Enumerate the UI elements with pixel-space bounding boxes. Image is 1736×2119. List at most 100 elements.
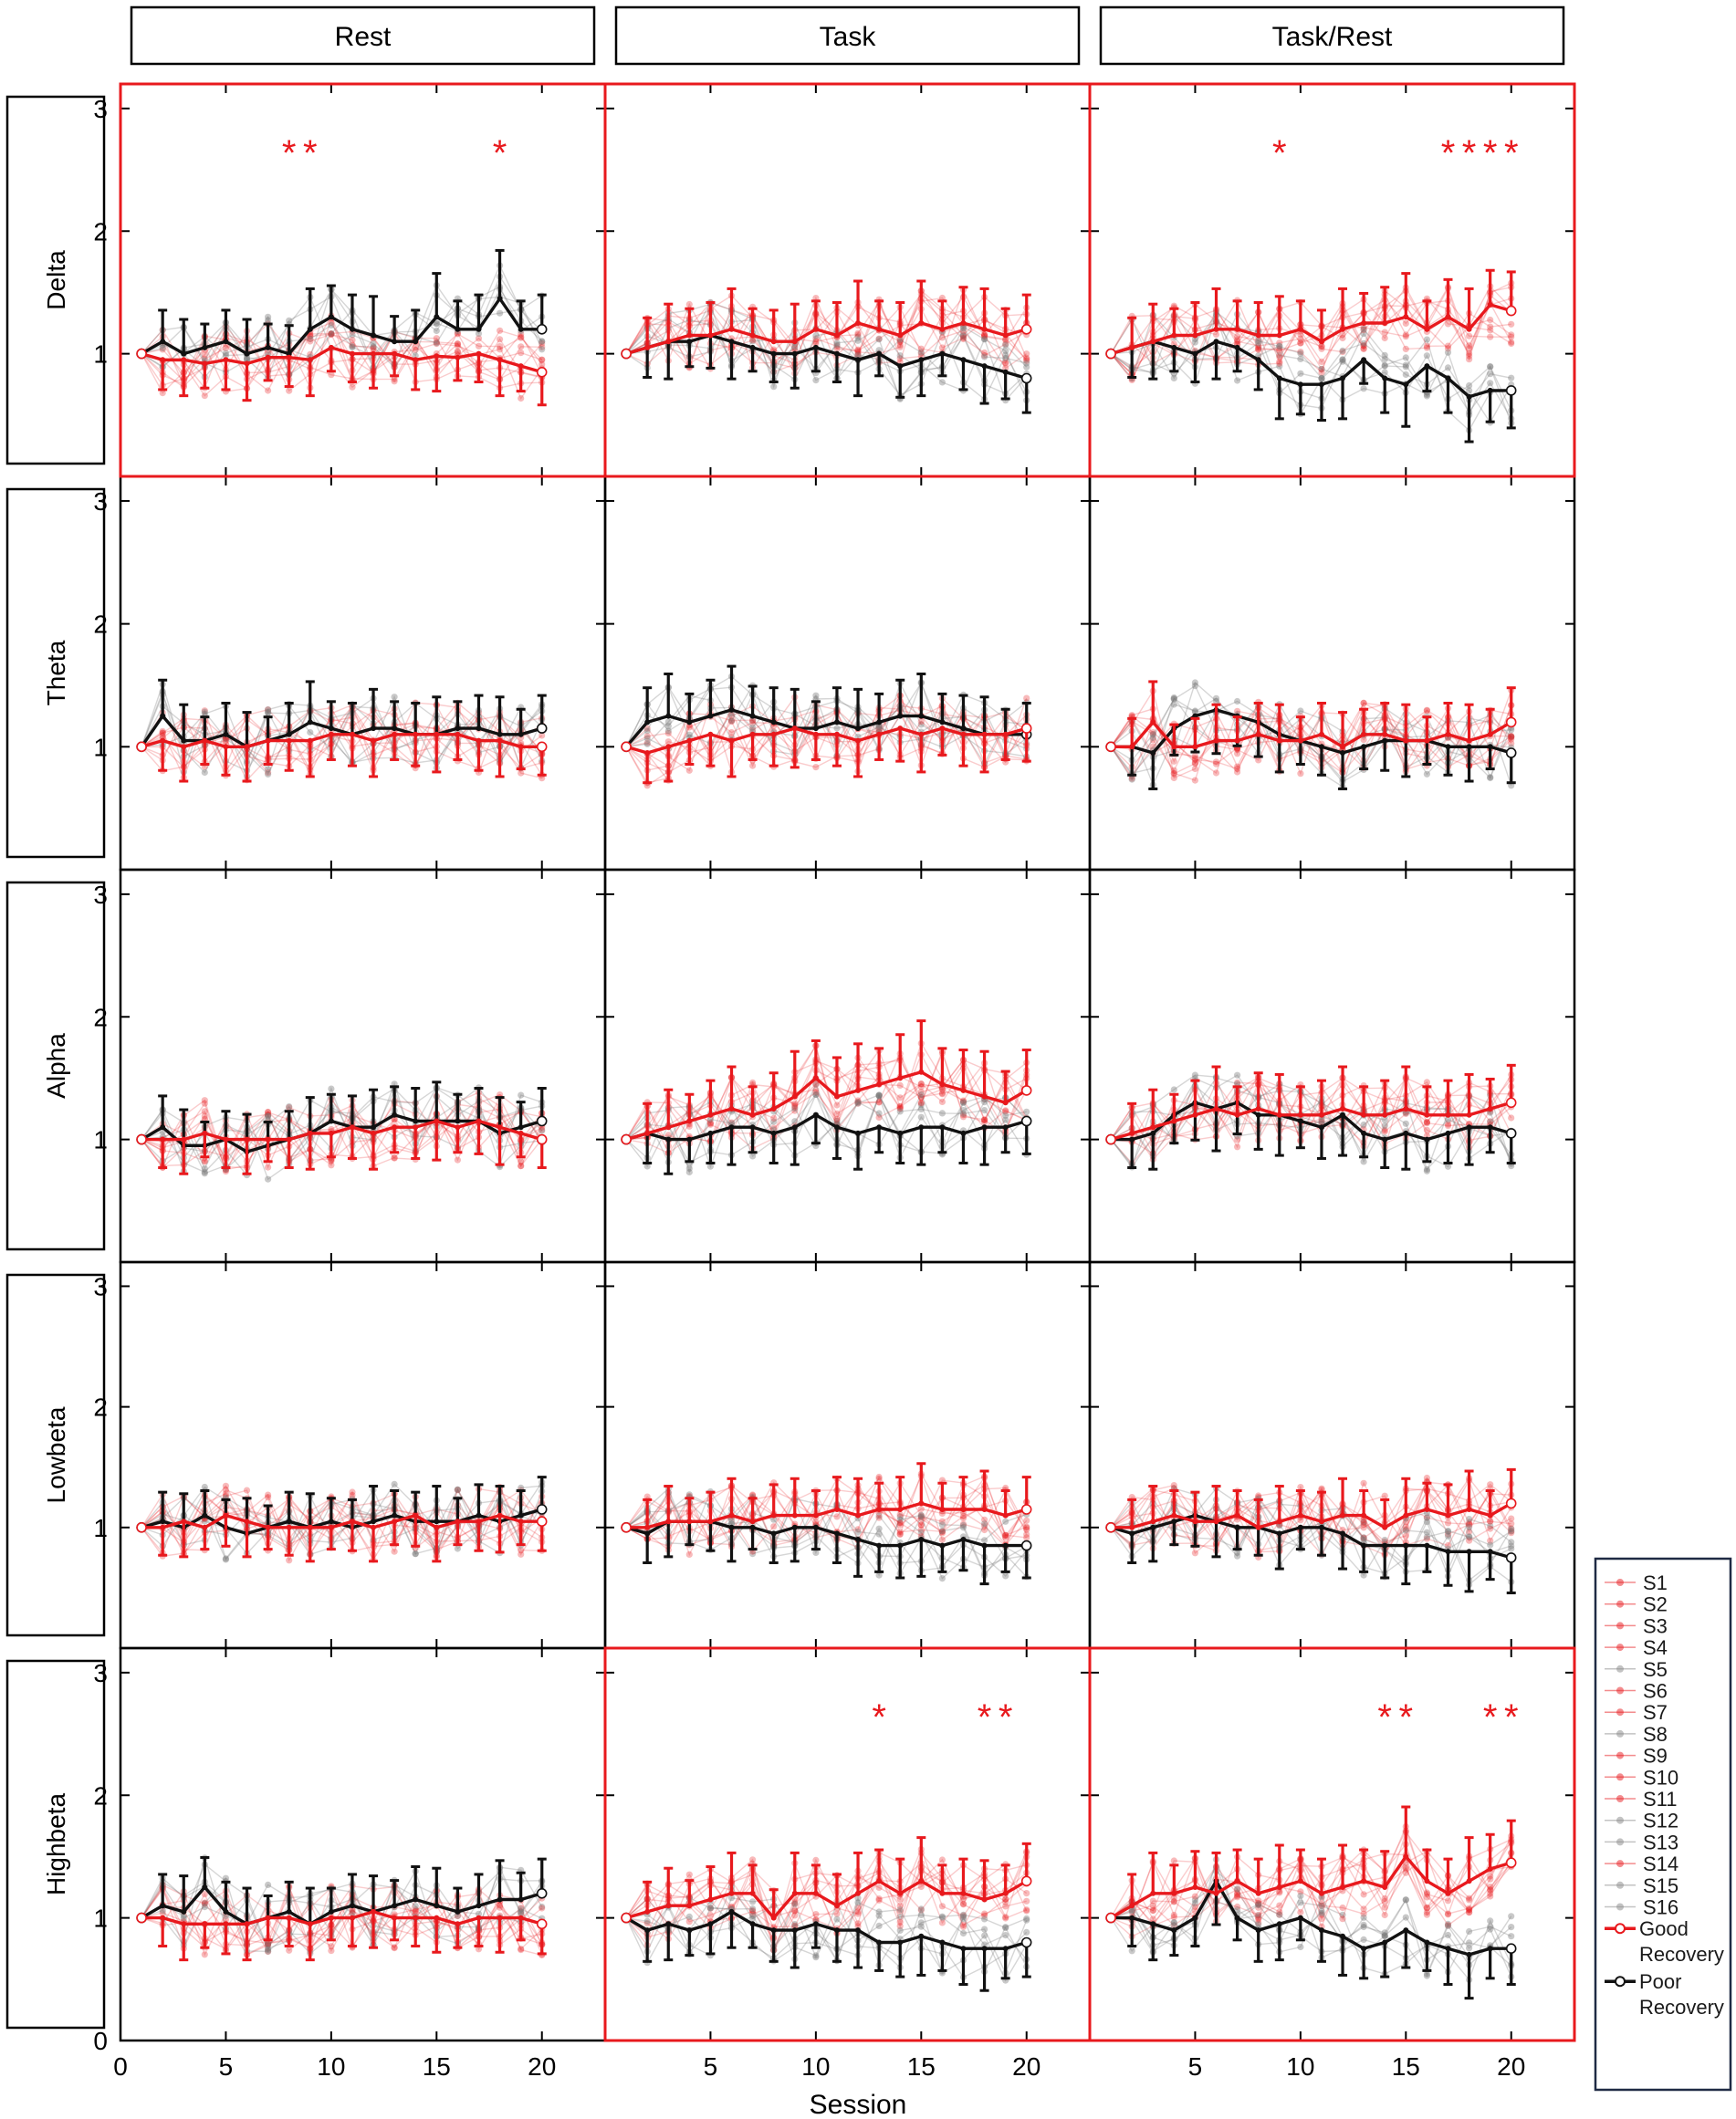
good-recovery-mean-point [833, 332, 840, 339]
subject-trace [141, 694, 543, 764]
subject-point [1423, 707, 1430, 715]
subject-point [1423, 336, 1430, 343]
subject-point [1234, 746, 1241, 754]
subject-point [1381, 334, 1388, 342]
good-recovery-mean-point [349, 1519, 355, 1525]
subject-point [749, 1153, 757, 1160]
subject-point [1318, 366, 1325, 373]
subject-point [791, 1118, 799, 1125]
subject-point [1276, 353, 1283, 360]
row-header-box [5, 1659, 106, 2030]
subject-point [1297, 349, 1304, 356]
subject-trace [625, 708, 1028, 764]
good-recovery-mean-point [202, 1524, 208, 1530]
good-recovery-mean-point [370, 1130, 376, 1136]
subject-point [770, 1523, 778, 1530]
subject-point [1318, 365, 1325, 372]
subject-point [1023, 357, 1030, 364]
good-recovery-mean-point [136, 1133, 147, 1145]
good-recovery-mean-point [770, 339, 777, 345]
subject-point [643, 735, 651, 742]
subject-point [1466, 332, 1473, 339]
poor-recovery-mean-point [497, 731, 503, 737]
subject-point [454, 348, 461, 355]
subject-point [1360, 385, 1367, 392]
panel-alpha-2 [621, 1019, 1032, 1176]
good-recovery-mean-point [981, 326, 988, 332]
subject-point [454, 1486, 461, 1493]
subject-point [854, 347, 862, 354]
good-recovery-mean-point [1213, 326, 1219, 332]
poor-recovery-mean-point [686, 339, 693, 345]
subject-point [1423, 344, 1430, 351]
subject-point [328, 330, 335, 338]
subject-point [201, 1097, 208, 1104]
poor-recovery-mean-point [181, 350, 187, 357]
subject-point [1276, 358, 1283, 365]
poor-recovery-mean-point [1340, 749, 1346, 756]
subject-trace [141, 704, 543, 774]
subject-point [265, 1164, 272, 1171]
good-recovery-mean-point [1020, 323, 1032, 335]
good-recovery-mean [136, 344, 548, 407]
subject-point [1508, 331, 1515, 339]
subject-point [1255, 346, 1262, 353]
poor-recovery-mean-point [918, 713, 925, 719]
good-recovery-mean-point [1150, 339, 1156, 345]
subject-point [307, 338, 314, 345]
subject-point [1170, 769, 1177, 777]
good-recovery-mean-line [1110, 302, 1512, 356]
subject-point [1255, 339, 1262, 347]
subject-point [1297, 370, 1304, 377]
subject-point [854, 346, 862, 353]
good-recovery-mean-point [1213, 737, 1219, 744]
subject-point [243, 354, 251, 361]
good-recovery-mean-point [370, 737, 376, 744]
good-recovery-mean-point [476, 1519, 482, 1525]
subject-point [1023, 694, 1030, 702]
subject-point [770, 383, 778, 391]
subject-point [664, 718, 672, 725]
subject-point [1297, 339, 1304, 347]
good-recovery-mean-point [265, 1524, 271, 1530]
good-recovery-mean-point [960, 1087, 967, 1093]
good-recovery-mean-point [286, 1524, 292, 1530]
good-recovery-mean-point [791, 725, 798, 732]
subject-point [981, 1520, 988, 1528]
good-recovery-mean-point [1150, 1124, 1156, 1131]
good-recovery-mean-point [1466, 737, 1472, 744]
subject-point [1339, 330, 1346, 338]
subject-point [938, 1536, 946, 1543]
good-recovery-mean-point [1487, 731, 1493, 737]
good-recovery-mean-point [1276, 737, 1282, 744]
good-recovery-mean-point [812, 326, 819, 332]
good-recovery-mean-point [413, 357, 419, 363]
subject-trace [625, 318, 1028, 400]
poor-recovery-mean-point [1319, 744, 1325, 750]
good-recovery-mean-point [202, 737, 208, 744]
subject-point [475, 342, 483, 350]
poor-recovery-mean [136, 248, 548, 360]
subject-point [1002, 354, 1009, 362]
subject-trace [625, 694, 1028, 764]
subject-point [539, 775, 546, 782]
subject-point [1023, 1517, 1030, 1524]
subject-point [938, 1090, 946, 1097]
subject-point [1276, 362, 1283, 370]
panel-theta-3 [1105, 679, 1517, 790]
subject-point [1402, 345, 1409, 352]
good-recovery-mean-point [536, 1133, 548, 1145]
subject-point [875, 723, 883, 731]
subject-point [896, 355, 904, 362]
subject-point [981, 349, 988, 357]
poor-recovery-mean-point [455, 326, 461, 332]
subject-point [349, 331, 356, 339]
subject-point [1002, 359, 1009, 366]
subject-point [391, 375, 398, 382]
good-recovery-mean-point [392, 1124, 398, 1131]
poor-recovery-mean-point [644, 719, 651, 725]
poor-recovery-mean-point [854, 1130, 861, 1136]
subject-point [1276, 351, 1283, 359]
subject-trace [625, 296, 1028, 366]
subject-point [917, 349, 925, 356]
